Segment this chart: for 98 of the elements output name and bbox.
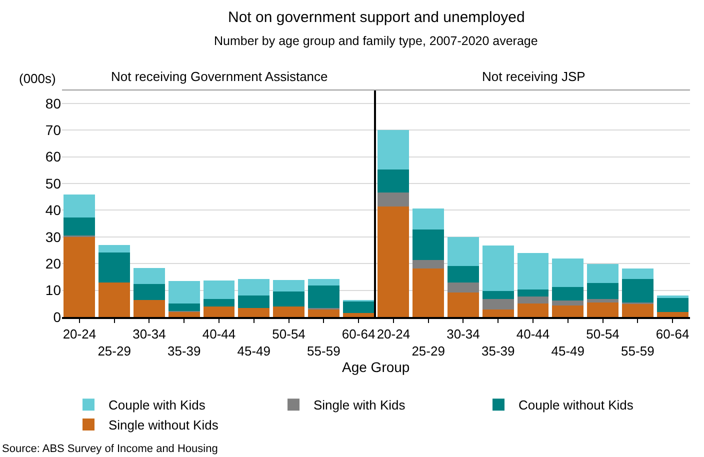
bar — [448, 292, 479, 317]
bar — [168, 281, 200, 304]
bar — [203, 306, 235, 317]
x-tick-label: 60-64 — [342, 326, 376, 342]
bar — [448, 266, 479, 282]
y-tick-label: 20 — [45, 255, 62, 272]
bar — [552, 300, 584, 306]
x-tick-label: 45-49 — [237, 344, 271, 358]
x-tick-label: 40-44 — [516, 326, 550, 342]
x-tick-label: 35-39 — [167, 344, 201, 358]
bar — [168, 303, 200, 311]
bar — [448, 282, 479, 292]
x-tick-label: 60-64 — [656, 326, 690, 342]
bar — [552, 305, 584, 317]
y-tick-label: 30 — [45, 228, 62, 245]
bar — [98, 282, 130, 317]
legend-label: Single with Kids — [314, 398, 406, 413]
x-axis-title: Age Group — [342, 359, 410, 375]
bar — [134, 268, 165, 284]
x-tick-label: 25-29 — [98, 344, 131, 358]
bar — [134, 284, 165, 300]
bar — [622, 304, 654, 317]
legend-label: Couple with Kids — [108, 398, 206, 413]
x-tick-label: 20-24 — [62, 326, 96, 342]
bar — [622, 278, 654, 303]
bar — [448, 236, 479, 266]
x-tick-label: 30-34 — [446, 326, 480, 342]
bar — [308, 278, 340, 286]
bar — [64, 194, 96, 218]
bar — [552, 286, 584, 301]
bar — [308, 310, 340, 317]
bar — [517, 289, 549, 296]
bar — [238, 278, 270, 296]
bar — [552, 258, 584, 287]
bar — [412, 230, 444, 260]
bar — [587, 264, 618, 283]
chart-subtitle: Number by age group and family type, 2007-2020 average — [214, 34, 538, 48]
chart-title: Not on government support and unemployed — [228, 9, 525, 26]
y-tick-label: 0 — [53, 308, 62, 325]
bar — [517, 253, 549, 290]
y-tick-label: 10 — [45, 282, 62, 298]
bar — [64, 217, 96, 236]
x-tick-label: 30-34 — [132, 326, 166, 342]
y-tick-label: 70 — [45, 122, 62, 138]
bar — [622, 268, 654, 279]
x-tick-label: 50-54 — [586, 326, 620, 342]
bar — [342, 302, 374, 313]
text: Not receiving Government Assistance — [111, 69, 328, 84]
bar — [482, 310, 514, 317]
bar — [656, 298, 688, 312]
y-tick-label: 80 — [45, 95, 62, 112]
bar — [203, 299, 235, 307]
bar — [168, 312, 200, 317]
bar — [656, 295, 688, 298]
chart-title: Not receiving JSP — [482, 69, 586, 84]
bar — [378, 206, 410, 317]
bar — [273, 292, 304, 307]
x-tick-label: 55-59 — [621, 344, 654, 358]
bar — [64, 236, 96, 317]
bar — [656, 312, 688, 317]
legend-label: Single without Kids — [108, 418, 219, 433]
bar — [412, 208, 444, 230]
bar — [238, 295, 270, 308]
bar — [482, 299, 514, 310]
bar — [98, 244, 130, 253]
bar — [203, 280, 235, 300]
bar — [587, 302, 618, 317]
bar — [308, 285, 340, 308]
bar — [134, 300, 165, 317]
bar — [378, 169, 410, 193]
y-tick-label: 40 — [45, 202, 62, 218]
bar — [482, 291, 514, 300]
bar — [412, 260, 444, 269]
x-tick-label: 35-39 — [481, 344, 515, 358]
bar — [378, 130, 410, 170]
y-axis-title: (000s) — [19, 71, 56, 86]
bar — [517, 296, 549, 304]
bar — [517, 303, 549, 317]
legend-label: Couple without Kids — [518, 398, 634, 413]
y-tick-label: 50 — [45, 175, 62, 192]
bar — [273, 280, 304, 292]
x-tick-label: 25-29 — [412, 344, 445, 358]
bar — [587, 282, 618, 300]
bar — [378, 192, 410, 207]
bar — [273, 306, 304, 317]
bar — [412, 268, 444, 317]
bar — [587, 299, 618, 303]
x-tick-label: 20-24 — [376, 326, 410, 342]
bar — [98, 252, 130, 282]
y-tick-label: 60 — [45, 148, 62, 165]
x-tick-label: 50-54 — [272, 326, 306, 342]
bar — [482, 246, 514, 292]
bar — [342, 312, 374, 317]
x-tick-label: 40-44 — [202, 326, 236, 342]
x-tick-label: 55-59 — [307, 344, 340, 358]
x-tick-label: 45-49 — [551, 344, 585, 358]
source-note: Source: ABS Survey of Income and Housing — [2, 443, 218, 455]
bar — [238, 308, 270, 317]
